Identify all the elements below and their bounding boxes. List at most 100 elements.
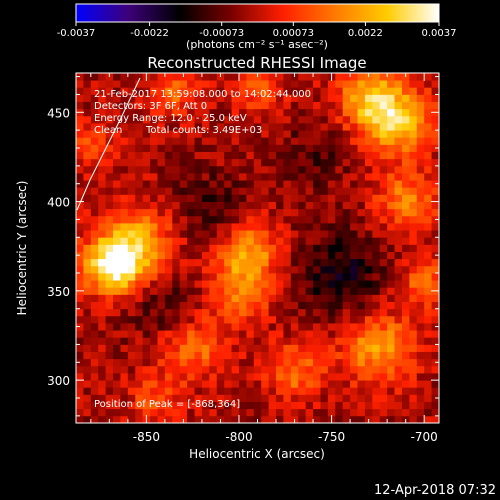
- heatmap-cell: [283, 273, 292, 281]
- heatmap-cell: [238, 144, 247, 152]
- heatmap-cell: [313, 387, 321, 395]
- heatmap-cell: [283, 137, 292, 145]
- heatmap-cell: [142, 280, 151, 288]
- heatmap-cell: [238, 394, 247, 402]
- heatmap-cell: [409, 180, 418, 188]
- heatmap-cell: [98, 258, 107, 267]
- heatmap-cell: [364, 358, 373, 367]
- heatmap-cell: [179, 144, 188, 152]
- heatmap-cell: [216, 194, 225, 202]
- heatmap-cell: [379, 158, 388, 167]
- heatmap-cell: [357, 408, 366, 417]
- heatmap-cell: [424, 415, 432, 423]
- heatmap-cell: [224, 223, 232, 231]
- heatmap-cell: [276, 251, 284, 260]
- heatmap-cell: [157, 358, 166, 367]
- heatmap-cell: [83, 208, 92, 217]
- heatmap-cell: [364, 294, 373, 302]
- heatmap-cell: [201, 244, 210, 252]
- heatmap-cell: [172, 180, 181, 188]
- heatmap-cell: [201, 201, 210, 210]
- heatmap-cell: [327, 215, 336, 224]
- heatmap-cell: [350, 387, 358, 395]
- heatmap-cell: [238, 294, 247, 302]
- heatmap-cell: [209, 287, 218, 295]
- heatmap-cell: [253, 115, 262, 124]
- heatmap-cell: [327, 208, 336, 217]
- heatmap-cell: [364, 351, 373, 360]
- heatmap-cell: [276, 130, 284, 138]
- heatmap-cell: [172, 308, 181, 317]
- heatmap-cell: [335, 87, 344, 95]
- heatmap-cell: [283, 358, 292, 367]
- heatmap-cell: [387, 144, 395, 152]
- heatmap-cell: [90, 387, 99, 395]
- heatmap-cell: [246, 337, 255, 345]
- heatmap-cell: [298, 144, 307, 152]
- heatmap-cell: [157, 194, 166, 202]
- heatmap-cell: [164, 280, 173, 288]
- heatmap-cell: [305, 73, 314, 81]
- heatmap-cell: [261, 87, 270, 95]
- heatmap-cell: [416, 380, 425, 388]
- heatmap-cell: [98, 173, 107, 181]
- heatmap-cell: [157, 294, 166, 302]
- heatmap-cell: [387, 301, 395, 310]
- heatmap-cell: [342, 108, 351, 117]
- heatmap-cell: [150, 330, 158, 338]
- heatmap-cell: [335, 351, 344, 360]
- heatmap-cell: [357, 287, 366, 295]
- heatmap-cell: [194, 415, 203, 423]
- heatmap-cell: [201, 251, 210, 260]
- heatmap-cell: [313, 123, 321, 131]
- heatmap-cell: [268, 101, 277, 110]
- heatmap-cell: [231, 380, 240, 388]
- heatmap-cell: [98, 387, 107, 395]
- heatmap-cell: [335, 380, 344, 388]
- heatmap-cell: [150, 158, 158, 167]
- heatmap-cell: [305, 180, 314, 188]
- heatmap-cell: [120, 73, 129, 81]
- heatmap-cell: [394, 223, 403, 231]
- heatmap-cell: [424, 187, 432, 195]
- heatmap-cell: [261, 351, 270, 360]
- heatmap-cell: [209, 323, 218, 331]
- heatmap-cell: [120, 230, 129, 238]
- heatmap-cell: [409, 244, 418, 252]
- heatmap-cell: [364, 108, 373, 117]
- heatmap-cell: [194, 101, 203, 110]
- heatmap-cell: [224, 323, 232, 331]
- heatmap-cell: [246, 401, 255, 410]
- heatmap-cell: [364, 365, 373, 374]
- heatmap-cell: [201, 87, 210, 95]
- heatmap-cell: [387, 308, 395, 317]
- heatmap-cell: [209, 165, 218, 174]
- heatmap-cell: [268, 301, 277, 310]
- heatmap-cell: [364, 144, 373, 152]
- heatmap-cell: [401, 165, 410, 174]
- heatmap-cell: [157, 137, 166, 145]
- heatmap-cell: [357, 323, 366, 331]
- heatmap-cell: [120, 294, 129, 302]
- heatmap-cell: [387, 337, 395, 345]
- heatmap-cell: [127, 365, 136, 374]
- heatmap-cell: [268, 351, 277, 360]
- heatmap-cell: [201, 273, 210, 281]
- heatmap-cell: [372, 351, 381, 360]
- heatmap-cell: [416, 87, 425, 95]
- heatmap-cell: [187, 308, 195, 317]
- heatmap-cell: [320, 201, 329, 210]
- heatmap-cell: [224, 201, 232, 210]
- heatmap-cell: [261, 130, 270, 138]
- heatmap-cell: [431, 380, 439, 388]
- heatmap-cell: [127, 80, 136, 88]
- heatmap-cell: [387, 415, 395, 423]
- heatmap-cell: [150, 408, 158, 417]
- heatmap-cell: [350, 344, 358, 352]
- heatmap-cell: [409, 365, 418, 374]
- heatmap-cell: [401, 101, 410, 110]
- heatmap-cell: [142, 130, 151, 138]
- heatmap-cell: [164, 415, 173, 423]
- heatmap-cell: [409, 158, 418, 167]
- heatmap-cell: [157, 165, 166, 174]
